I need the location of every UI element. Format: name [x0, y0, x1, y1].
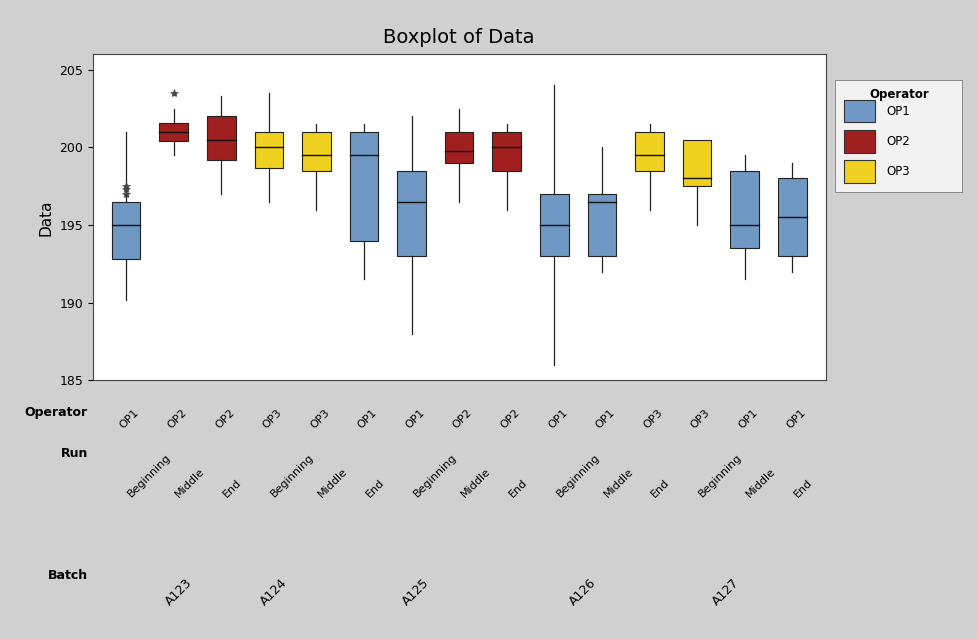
Bar	[255, 132, 283, 167]
Text: A125: A125	[401, 576, 432, 608]
Text: Beginning: Beginning	[269, 452, 316, 499]
Text: Run: Run	[61, 447, 88, 460]
Text: Middle: Middle	[602, 466, 635, 499]
Text: End: End	[792, 477, 815, 499]
Bar	[398, 171, 426, 256]
Y-axis label: Data: Data	[39, 199, 54, 236]
Text: OP3: OP3	[689, 408, 712, 431]
Text: Middle: Middle	[317, 466, 350, 499]
Text: OP3: OP3	[642, 408, 664, 431]
Text: End: End	[507, 477, 529, 499]
Text: Batch: Batch	[48, 569, 88, 581]
Title: Boxplot of Data: Boxplot of Data	[383, 28, 535, 47]
Text: OP3: OP3	[309, 408, 331, 431]
Text: Beginning: Beginning	[698, 452, 744, 499]
Text: OP1: OP1	[356, 408, 379, 431]
Text: OP1: OP1	[886, 105, 910, 118]
Text: OP1: OP1	[546, 408, 570, 431]
Bar	[683, 140, 711, 186]
Bar	[778, 178, 807, 256]
Bar	[207, 116, 235, 160]
Bar	[844, 130, 874, 153]
Text: Operator: Operator	[24, 406, 88, 419]
Bar	[540, 194, 569, 256]
Text: OP2: OP2	[451, 407, 474, 431]
Text: OP1: OP1	[118, 408, 141, 431]
Bar	[587, 194, 616, 256]
Text: Beginning: Beginning	[411, 452, 458, 499]
Bar	[111, 202, 141, 259]
Text: End: End	[650, 477, 671, 499]
Text: A123: A123	[162, 576, 194, 608]
Bar	[844, 100, 874, 123]
Text: OP1: OP1	[785, 408, 807, 431]
Text: Middle: Middle	[174, 466, 207, 499]
Text: A124: A124	[258, 576, 289, 608]
Bar	[445, 132, 474, 163]
Text: End: End	[364, 477, 386, 499]
Text: OP1: OP1	[737, 408, 760, 431]
Text: OP1: OP1	[404, 408, 427, 431]
Text: Middle: Middle	[744, 466, 778, 499]
Bar	[159, 123, 188, 141]
Bar	[731, 171, 759, 249]
Text: Beginning: Beginning	[554, 452, 601, 499]
Text: A126: A126	[567, 576, 599, 608]
Text: A127: A127	[709, 576, 742, 608]
Text: OP2: OP2	[886, 135, 910, 148]
Text: OP2: OP2	[213, 407, 236, 431]
Text: OP2: OP2	[499, 407, 522, 431]
Bar	[350, 132, 378, 240]
Text: OP1: OP1	[594, 408, 616, 431]
Text: Middle: Middle	[459, 466, 492, 499]
Text: Operator: Operator	[869, 88, 929, 101]
Text: OP2: OP2	[166, 407, 189, 431]
Bar	[635, 132, 663, 171]
Text: End: End	[221, 477, 243, 499]
Bar	[302, 132, 331, 171]
Bar	[844, 160, 874, 183]
Text: Beginning: Beginning	[126, 452, 173, 499]
Bar	[492, 132, 521, 171]
Text: OP3: OP3	[886, 165, 910, 178]
Text: OP3: OP3	[261, 408, 284, 431]
